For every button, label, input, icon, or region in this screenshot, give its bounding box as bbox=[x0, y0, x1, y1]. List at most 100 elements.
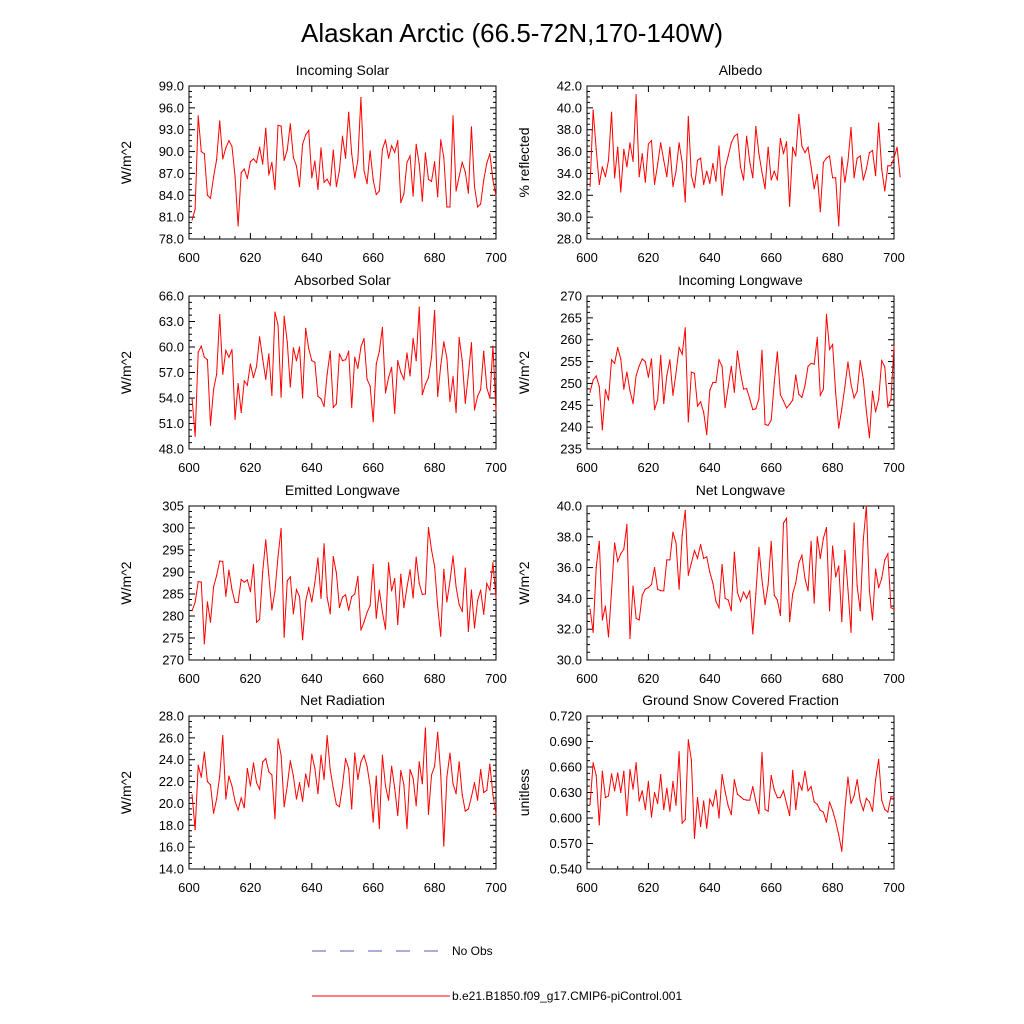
chart-1-data-point bbox=[387, 157, 390, 159]
chart-2-data-point bbox=[822, 161, 824, 164]
chart-5-data-point bbox=[378, 589, 380, 591]
chart-1-data-point bbox=[209, 197, 212, 199]
chart-2-data-point bbox=[601, 166, 603, 168]
chart-5-data-point bbox=[320, 597, 322, 600]
chart-1-data-point bbox=[332, 149, 334, 151]
chart-6-data-point bbox=[595, 567, 597, 569]
chart-4-xtick-label: 680 bbox=[822, 460, 844, 475]
chart-8-data-point bbox=[617, 772, 619, 774]
chart-4-data-point bbox=[828, 348, 831, 350]
chart-5-data-point bbox=[430, 549, 433, 551]
chart-8-data-point bbox=[601, 770, 603, 772]
chart-2-data-point bbox=[899, 176, 901, 178]
chart-7-data-point bbox=[480, 768, 482, 771]
chart-6-data-point bbox=[798, 562, 800, 564]
chart-8-data-point bbox=[838, 834, 840, 836]
chart-1-data-point bbox=[461, 161, 463, 164]
chart-1-data-point bbox=[455, 190, 457, 192]
chart-5-data-point bbox=[314, 581, 316, 584]
chart-5-data-point bbox=[470, 589, 473, 591]
chart-5-data-point bbox=[489, 589, 491, 591]
chart-4-data-point bbox=[623, 388, 625, 390]
chart-5-data-point bbox=[366, 611, 368, 614]
chart-3-data-point bbox=[418, 306, 420, 308]
chart-1-data-point bbox=[240, 172, 242, 174]
chart-1-data-point bbox=[406, 161, 408, 164]
chart-2-data-point bbox=[632, 160, 634, 163]
chart-3-data-point bbox=[384, 392, 387, 394]
chart-7-data-point bbox=[280, 754, 282, 756]
chart-4-data-point bbox=[638, 365, 640, 367]
chart-4-data-point bbox=[850, 383, 852, 385]
chart-5-data-point bbox=[271, 609, 273, 611]
chart-3-data-point bbox=[219, 314, 221, 316]
chart-6-data-point bbox=[623, 548, 625, 550]
chart-2-data-point bbox=[856, 157, 858, 159]
chart-5-data-point bbox=[234, 601, 236, 603]
chart-8-data-point bbox=[721, 774, 723, 776]
chart-2-title: Albedo bbox=[719, 62, 763, 78]
chart-3-data-point bbox=[458, 337, 460, 339]
chart-2-data-point bbox=[776, 179, 778, 181]
chart-3-data-point bbox=[255, 365, 258, 368]
chart-5-data-point bbox=[332, 556, 334, 558]
chart-3-data-point bbox=[341, 360, 344, 362]
chart-7-data-point bbox=[268, 771, 270, 773]
chart-1-data-point bbox=[194, 208, 196, 210]
chart-8-data-point bbox=[887, 811, 889, 813]
chart-3-data-point bbox=[326, 373, 328, 375]
chart-8-data-point bbox=[773, 789, 775, 791]
chart-3-xtick-label: 660 bbox=[362, 460, 384, 475]
chart-8-data-point bbox=[770, 774, 772, 777]
chart-4-data-point bbox=[782, 400, 785, 402]
chart-8-data-point bbox=[706, 827, 708, 829]
chart-8-series-line bbox=[589, 739, 894, 852]
chart-2-data-point bbox=[782, 153, 785, 155]
chart-4-xtick-label: 620 bbox=[638, 460, 660, 475]
chart-7-data-point bbox=[406, 827, 408, 830]
chart-3-data-point bbox=[317, 395, 319, 397]
chart-2-data-point bbox=[607, 159, 610, 161]
chart-2-data-point bbox=[684, 201, 686, 203]
chart-1-data-point bbox=[268, 174, 270, 176]
chart-5-data-point bbox=[329, 613, 331, 615]
chart-1-data-point bbox=[292, 156, 294, 158]
chart-8-data-point bbox=[607, 795, 610, 797]
chart-7-data-point bbox=[476, 799, 479, 801]
chart-4-data-point bbox=[620, 358, 622, 360]
chart-7-data-point bbox=[470, 796, 473, 798]
chart-3-data-point bbox=[231, 348, 233, 351]
chart-5-data-point bbox=[268, 574, 270, 577]
chart-6-data-point bbox=[865, 505, 867, 507]
chart-3-data-point bbox=[301, 397, 304, 399]
chart-1-data-point bbox=[366, 183, 368, 185]
chart-1-data-point bbox=[320, 147, 322, 149]
chart-2-data-point bbox=[650, 140, 653, 142]
chart-6-data-point bbox=[770, 540, 772, 543]
chart-1-data-point bbox=[421, 200, 423, 202]
chart-4-data-point bbox=[663, 402, 665, 405]
chart-2-ytick-label: 40.0 bbox=[557, 100, 582, 115]
chart-2-ytick-label: 28.0 bbox=[557, 232, 582, 247]
chart-8-data-point bbox=[715, 789, 717, 791]
chart-4-data-point bbox=[853, 397, 855, 399]
chart-7-plot-frame bbox=[188, 715, 497, 870]
chart-8-data-point bbox=[666, 787, 668, 789]
chart-1-data-point bbox=[378, 190, 380, 192]
chart-1-data-point bbox=[394, 151, 396, 153]
chart-4-data-point bbox=[810, 362, 812, 364]
chart-4-data-point bbox=[712, 381, 714, 384]
chart-3-data-point bbox=[252, 377, 255, 379]
chart-1-xtick-label: 600 bbox=[178, 250, 200, 265]
chart-5-data-point bbox=[492, 562, 494, 564]
chart-3-data-point bbox=[262, 358, 264, 360]
chart-1-data-point bbox=[212, 176, 215, 178]
chart-3-data-point bbox=[237, 382, 239, 385]
chart-1-data-point bbox=[314, 160, 316, 162]
chart-8-data-point bbox=[847, 776, 849, 778]
chart-2-data-point bbox=[865, 168, 867, 170]
chart-6-data-point bbox=[724, 597, 726, 600]
chart-7-data-point bbox=[231, 785, 233, 787]
chart-2-data-point bbox=[589, 185, 591, 188]
chart-7-data-point bbox=[289, 760, 291, 762]
